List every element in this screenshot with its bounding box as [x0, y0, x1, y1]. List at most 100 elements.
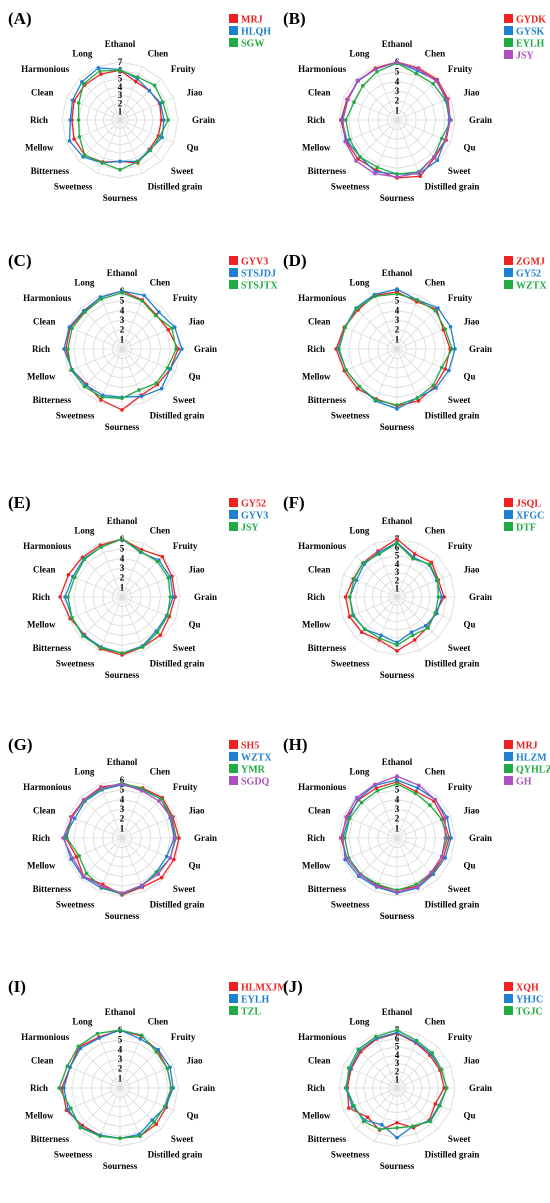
grid-spoke	[396, 348, 439, 391]
data-point	[411, 633, 415, 638]
grid-spoke	[119, 1065, 174, 1089]
data-point	[450, 347, 454, 351]
data-point	[152, 83, 157, 88]
grid-spoke	[80, 348, 123, 391]
legend-entry: GH	[516, 777, 532, 788]
grid-spoke	[396, 307, 439, 350]
axis-label: Sourness	[105, 911, 140, 921]
data-point	[99, 297, 104, 301]
data-point	[375, 884, 379, 888]
axis-label: Grain	[194, 833, 217, 843]
data-point	[438, 1104, 442, 1108]
data-point	[343, 836, 347, 840]
tick-label: 4	[120, 553, 125, 563]
data-point	[67, 139, 72, 143]
axis-label: Fruity	[173, 782, 198, 792]
data-point	[76, 1044, 81, 1049]
data-point	[120, 291, 124, 295]
axis-label: Qu	[187, 1111, 199, 1121]
data-point	[95, 1031, 100, 1036]
legend-swatch	[229, 268, 238, 277]
data-point	[355, 78, 360, 83]
legend-entry: TGJC	[516, 1007, 543, 1018]
axis-label: Qu	[464, 372, 476, 382]
axis-label: Jiao	[189, 805, 206, 815]
legend-swatch	[229, 982, 238, 991]
grid-spoke	[355, 307, 398, 350]
data-point	[337, 347, 341, 351]
axis-label: Sweet	[173, 643, 196, 653]
data-point	[173, 836, 177, 840]
data-point	[415, 396, 420, 400]
data-point	[65, 836, 69, 840]
grid-spoke	[68, 815, 123, 839]
data-point	[347, 614, 352, 619]
grid-spoke	[396, 326, 451, 350]
tick-label: 3	[120, 563, 125, 573]
data-point	[157, 799, 161, 803]
grid-spoke	[396, 119, 439, 162]
axis-label: Clean	[308, 564, 331, 574]
data-point	[373, 782, 377, 787]
data-point	[373, 171, 377, 176]
grid-spoke	[355, 796, 398, 839]
data-point	[375, 165, 380, 170]
data-point	[159, 875, 164, 880]
tick-label: 6	[395, 542, 400, 552]
data-point	[168, 595, 173, 599]
data-point	[426, 626, 430, 630]
grid-spoke	[121, 837, 145, 892]
grid-spoke	[121, 784, 145, 839]
tick-label: 2	[120, 325, 125, 335]
data-point	[439, 854, 444, 859]
data-point	[395, 1028, 399, 1032]
axis-label: Rich	[32, 344, 50, 354]
grid-spoke	[97, 1087, 121, 1142]
data-point	[71, 856, 75, 861]
legend-entry: XFGC	[516, 511, 544, 522]
tick-label: 4	[395, 1050, 400, 1060]
axis-label: Bitterness	[31, 166, 70, 176]
axis-label: Sourness	[380, 1161, 415, 1171]
grid-spoke	[374, 295, 398, 350]
legend-swatch	[504, 26, 513, 35]
data-point	[365, 1115, 370, 1120]
data-point	[414, 1038, 419, 1043]
legend-entry: MRJ	[516, 741, 538, 752]
axis-label: Ethanol	[382, 1007, 413, 1017]
data-point	[138, 1134, 142, 1138]
data-point	[162, 1104, 167, 1109]
data-point	[69, 368, 73, 372]
data-point	[395, 1135, 399, 1140]
axis-label: Chen	[425, 767, 446, 777]
data-point	[395, 1030, 399, 1035]
grid-spoke	[119, 119, 174, 143]
tick-label: 4	[118, 1044, 123, 1054]
grid-spoke	[396, 596, 451, 620]
legend-entry: GYSK	[516, 27, 545, 38]
data-point	[65, 1064, 70, 1068]
data-point	[442, 595, 447, 599]
data-point	[69, 1106, 73, 1111]
axis-label: Sweetness	[331, 659, 370, 669]
grid-spoke	[99, 348, 123, 403]
legend-entry: WZTX	[516, 281, 547, 292]
data-point	[395, 292, 399, 296]
data-point	[409, 630, 414, 634]
axis-label: Long	[72, 49, 93, 59]
legend-entry: STSJDJ	[241, 269, 276, 280]
axis-label: Mellow	[27, 861, 56, 871]
data-point	[379, 633, 383, 638]
tick-label: 4	[120, 305, 125, 315]
data-point	[136, 75, 140, 79]
tick-label: 6	[395, 1033, 400, 1043]
axis-label: Rich	[307, 115, 325, 125]
axis-label: Harmonious	[298, 293, 347, 303]
legend-entry: STSJTX	[241, 281, 278, 292]
panel-label: (H)	[283, 735, 308, 754]
data-point	[428, 562, 432, 566]
data-point	[363, 627, 367, 631]
radar-panel: (E)123456EthanolChenFruityJiaoGrainQuSwe…	[8, 493, 268, 680]
legend-swatch	[504, 268, 513, 277]
data-point	[374, 786, 379, 790]
